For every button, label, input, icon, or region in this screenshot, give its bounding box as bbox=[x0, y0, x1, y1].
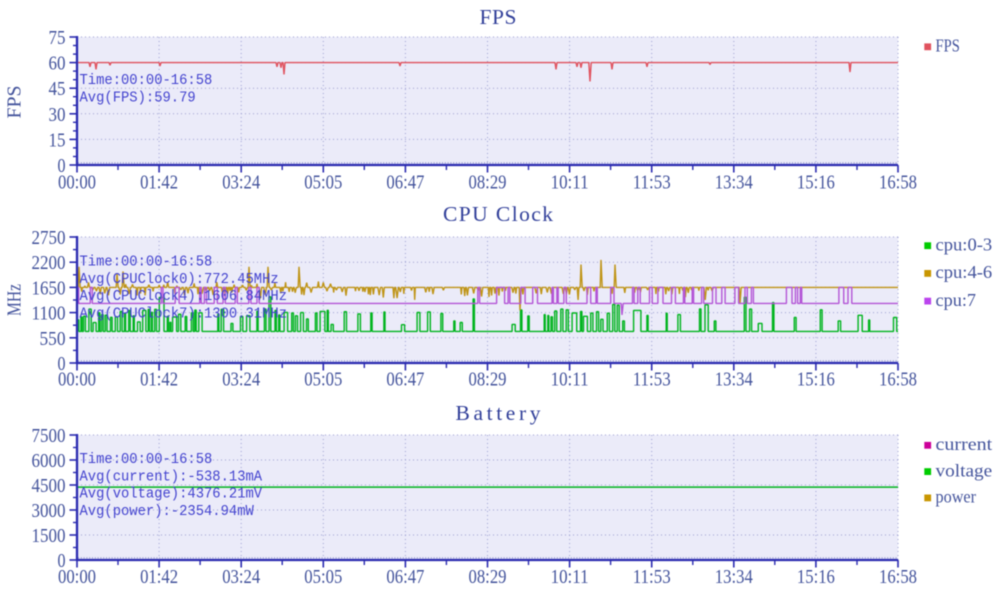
svg-text:16:58: 16:58 bbox=[879, 567, 917, 588]
svg-text:10:11: 10:11 bbox=[551, 173, 589, 194]
svg-text:08:29: 08:29 bbox=[469, 567, 507, 588]
svg-text:06:47: 06:47 bbox=[386, 567, 424, 588]
svg-text:Time:00:00-16:58: Time:00:00-16:58 bbox=[80, 254, 213, 271]
svg-text:11:53: 11:53 bbox=[633, 173, 671, 194]
svg-text:cpu:0-3: cpu:0-3 bbox=[936, 235, 993, 255]
svg-text:00:00: 00:00 bbox=[58, 370, 96, 391]
svg-text:1100: 1100 bbox=[32, 304, 66, 325]
svg-text:08:29: 08:29 bbox=[469, 370, 507, 391]
svg-text:01:42: 01:42 bbox=[140, 567, 178, 588]
svg-text:0: 0 bbox=[58, 551, 66, 572]
svg-text:Avg(voltage):4376.21mV: Avg(voltage):4376.21mV bbox=[80, 486, 263, 503]
svg-text:08:29: 08:29 bbox=[469, 173, 507, 194]
svg-text:power: power bbox=[936, 487, 977, 507]
svg-text:6000: 6000 bbox=[32, 451, 66, 472]
svg-text:FPS: FPS bbox=[480, 5, 517, 29]
svg-text:Avg(CPUClock7):1300.31MHz: Avg(CPUClock7):1300.31MHz bbox=[80, 305, 288, 322]
svg-text:03:24: 03:24 bbox=[222, 567, 260, 588]
svg-text:06:47: 06:47 bbox=[386, 370, 424, 391]
svg-text:01:42: 01:42 bbox=[140, 173, 178, 194]
svg-text:current: current bbox=[936, 434, 993, 454]
svg-text:cpu:7: cpu:7 bbox=[936, 290, 977, 310]
svg-text:0: 0 bbox=[58, 354, 66, 375]
svg-text:CPU Clock: CPU Clock bbox=[443, 202, 553, 226]
svg-text:13:34: 13:34 bbox=[715, 173, 753, 194]
svg-text:1500: 1500 bbox=[32, 526, 66, 547]
svg-text:Avg(FPS):59.79: Avg(FPS):59.79 bbox=[80, 89, 196, 106]
svg-text:60: 60 bbox=[49, 54, 66, 75]
svg-text:3000: 3000 bbox=[32, 501, 66, 522]
svg-text:Time:00:00-16:58: Time:00:00-16:58 bbox=[80, 451, 213, 468]
svg-text:FPS: FPS bbox=[936, 36, 960, 56]
svg-text:13:34: 13:34 bbox=[715, 567, 753, 588]
svg-text:Avg(CPUClock0):772.45MHz: Avg(CPUClock0):772.45MHz bbox=[80, 271, 279, 288]
svg-text:MHz: MHz bbox=[4, 284, 25, 316]
svg-text:06:47: 06:47 bbox=[386, 173, 424, 194]
svg-text:cpu:4-6: cpu:4-6 bbox=[936, 262, 993, 282]
svg-text:10:11: 10:11 bbox=[551, 370, 589, 391]
svg-text:2750: 2750 bbox=[32, 228, 66, 249]
svg-text:15:16: 15:16 bbox=[797, 173, 835, 194]
svg-text:4500: 4500 bbox=[32, 476, 66, 497]
svg-text:05:05: 05:05 bbox=[304, 370, 342, 391]
svg-text:00:00: 00:00 bbox=[58, 173, 96, 194]
svg-text:10:11: 10:11 bbox=[551, 567, 589, 588]
svg-text:Avg(CPUClock4):1606.84MHz: Avg(CPUClock4):1606.84MHz bbox=[80, 288, 288, 305]
svg-text:7500: 7500 bbox=[32, 426, 66, 447]
svg-text:550: 550 bbox=[40, 329, 66, 350]
svg-text:03:24: 03:24 bbox=[222, 173, 260, 194]
svg-text:01:42: 01:42 bbox=[140, 370, 178, 391]
svg-text:Avg(power):-2354.94mW: Avg(power):-2354.94mW bbox=[80, 503, 254, 520]
svg-text:Time:00:00-16:58: Time:00:00-16:58 bbox=[80, 72, 213, 89]
svg-text:FPS: FPS bbox=[5, 86, 26, 119]
svg-text:15: 15 bbox=[49, 130, 66, 151]
svg-text:11:53: 11:53 bbox=[633, 567, 671, 588]
svg-text:13:34: 13:34 bbox=[715, 370, 753, 391]
svg-text:00:00: 00:00 bbox=[58, 567, 96, 588]
svg-text:2200: 2200 bbox=[32, 253, 66, 274]
svg-text:15:16: 15:16 bbox=[797, 370, 835, 391]
svg-text:45: 45 bbox=[49, 79, 66, 100]
svg-text:voltage: voltage bbox=[936, 460, 993, 480]
svg-text:16:58: 16:58 bbox=[879, 173, 917, 194]
svg-text:75: 75 bbox=[49, 28, 66, 49]
svg-text:03:24: 03:24 bbox=[222, 370, 260, 391]
svg-text:30: 30 bbox=[49, 105, 66, 126]
svg-text:15:16: 15:16 bbox=[797, 567, 835, 588]
svg-text:16:58: 16:58 bbox=[879, 370, 917, 391]
svg-text:Avg(current):-538.13mA: Avg(current):-538.13mA bbox=[80, 468, 263, 485]
svg-text:05:05: 05:05 bbox=[304, 173, 342, 194]
svg-text:05:05: 05:05 bbox=[304, 567, 342, 588]
svg-text:11:53: 11:53 bbox=[633, 370, 671, 391]
svg-text:0: 0 bbox=[58, 156, 66, 177]
svg-text:1650: 1650 bbox=[32, 278, 66, 299]
